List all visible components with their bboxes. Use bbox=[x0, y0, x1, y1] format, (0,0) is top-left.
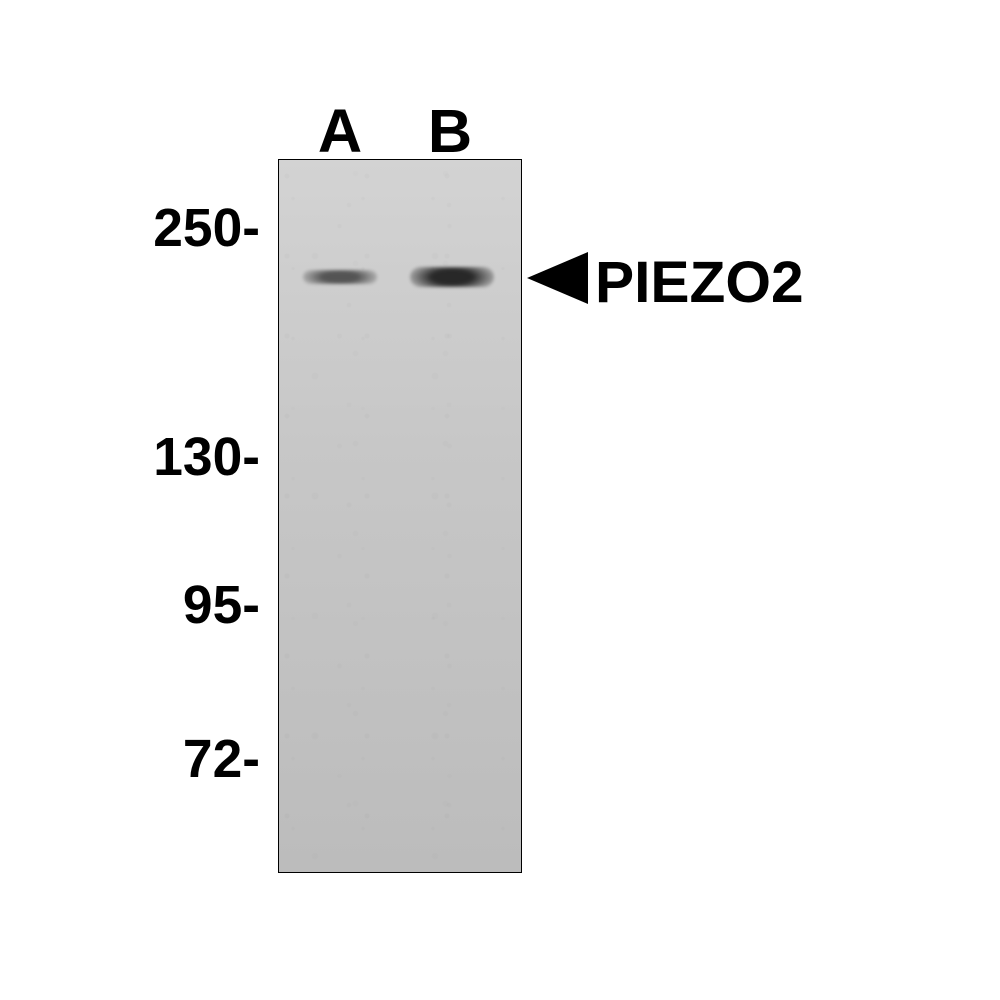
lane-label-text: A bbox=[318, 96, 362, 165]
mw-marker-dash: - bbox=[242, 199, 260, 258]
blot-membrane bbox=[278, 159, 522, 873]
band-lane-a bbox=[303, 270, 377, 284]
lane-label-a: A bbox=[318, 95, 362, 166]
mw-marker-value: 95 bbox=[183, 576, 242, 635]
mw-marker-dash: - bbox=[242, 428, 260, 487]
piezo2-arrow-icon bbox=[527, 252, 588, 304]
mw-marker-250: 250- bbox=[153, 198, 260, 259]
band-lane-b bbox=[410, 267, 494, 287]
mw-marker-value: 72 bbox=[183, 730, 242, 789]
western-blot-figure: A B 250- 130- 95- 72- PIEZO2 bbox=[0, 0, 1000, 1000]
band-annotation-label: PIEZO2 bbox=[595, 249, 804, 316]
lane-label-b: B bbox=[428, 95, 472, 166]
mw-marker-value: 250 bbox=[153, 199, 242, 258]
mw-marker-dash: - bbox=[242, 730, 260, 789]
mw-marker-130: 130- bbox=[153, 427, 260, 488]
lane-label-text: B bbox=[428, 96, 472, 165]
annotation-text: PIEZO2 bbox=[595, 250, 804, 315]
mw-marker-72: 72- bbox=[183, 729, 260, 790]
mw-marker-value: 130 bbox=[153, 428, 242, 487]
mw-marker-dash: - bbox=[242, 576, 260, 635]
mw-marker-95: 95- bbox=[183, 575, 260, 636]
